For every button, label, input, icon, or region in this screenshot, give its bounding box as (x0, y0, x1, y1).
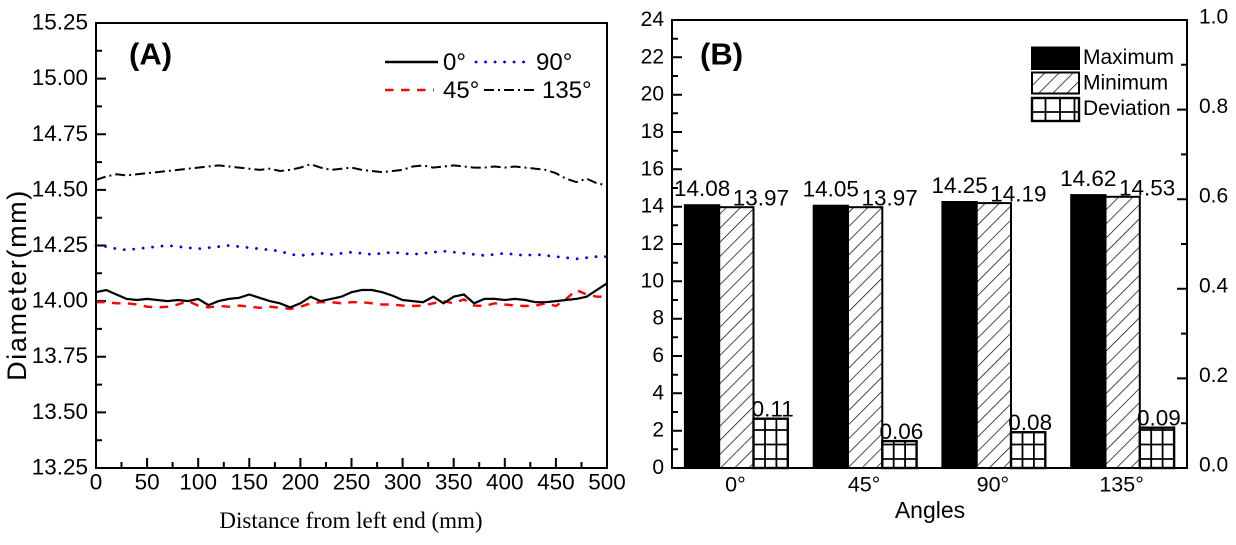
svg-text:6: 6 (652, 344, 664, 367)
svg-text:13.75: 13.75 (32, 343, 88, 368)
svg-text:14.25: 14.25 (32, 232, 88, 257)
svg-text:0°: 0° (443, 49, 466, 76)
svg-text:10: 10 (641, 269, 664, 292)
svg-text:8: 8 (652, 307, 664, 330)
svg-text:Distance from left end (mm): Distance from left end (mm) (219, 508, 482, 533)
svg-text:0.0: 0.0 (1199, 454, 1228, 477)
svg-text:250: 250 (333, 470, 371, 495)
svg-text:Minimum: Minimum (1083, 72, 1168, 95)
svg-text:14.53: 14.53 (1119, 175, 1175, 200)
svg-text:50: 50 (135, 470, 160, 495)
svg-text:350: 350 (435, 470, 473, 495)
svg-text:14.05: 14.05 (803, 177, 859, 202)
svg-text:(B): (B) (700, 37, 743, 72)
svg-text:300: 300 (384, 470, 422, 495)
svg-text:0.2: 0.2 (1199, 364, 1228, 387)
svg-text:Deviation: Deviation (1083, 97, 1171, 120)
svg-text:450: 450 (537, 470, 575, 495)
svg-text:0.11: 0.11 (752, 397, 794, 422)
svg-text:14.19: 14.19 (990, 182, 1046, 207)
svg-text:0.4: 0.4 (1199, 274, 1229, 297)
svg-text:0.08: 0.08 (1008, 410, 1052, 435)
svg-text:14.25: 14.25 (931, 173, 987, 198)
svg-text:90°: 90° (536, 49, 572, 76)
svg-text:14.50: 14.50 (32, 176, 88, 201)
svg-text:14.00: 14.00 (32, 288, 88, 313)
svg-text:100: 100 (179, 470, 217, 495)
svg-text:0: 0 (652, 456, 664, 479)
svg-text:0: 0 (90, 470, 103, 495)
svg-text:12: 12 (641, 232, 664, 255)
svg-text:15.25: 15.25 (32, 10, 88, 35)
svg-text:14.75: 14.75 (32, 121, 88, 146)
svg-text:0.06: 0.06 (880, 419, 924, 444)
svg-text:22: 22 (641, 45, 664, 68)
svg-text:16: 16 (641, 157, 664, 180)
svg-text:13.97: 13.97 (733, 186, 789, 211)
svg-text:Maximum: Maximum (1083, 46, 1174, 69)
svg-text:4: 4 (652, 381, 664, 404)
svg-text:0°: 0° (725, 473, 746, 497)
svg-text:13.97: 13.97 (861, 186, 917, 211)
svg-text:90°: 90° (977, 473, 1010, 497)
svg-text:14.62: 14.62 (1060, 166, 1116, 191)
svg-text:45°: 45° (443, 77, 479, 104)
svg-text:15.00: 15.00 (32, 65, 88, 90)
svg-text:2: 2 (652, 419, 664, 442)
svg-text:150: 150 (231, 470, 269, 495)
svg-text:18: 18 (641, 120, 664, 143)
svg-text:45°: 45° (848, 473, 881, 497)
svg-text:500: 500 (588, 470, 626, 495)
svg-text:135°: 135° (542, 77, 592, 104)
svg-text:14: 14 (641, 195, 665, 218)
svg-text:(A): (A) (129, 37, 172, 72)
svg-text:14.08: 14.08 (674, 176, 730, 201)
svg-text:1.0: 1.0 (1199, 6, 1228, 29)
svg-text:13.25: 13.25 (32, 455, 88, 480)
svg-text:0.8: 0.8 (1199, 95, 1228, 118)
svg-text:0.6: 0.6 (1199, 185, 1228, 208)
svg-text:13.50: 13.50 (32, 399, 88, 424)
svg-text:0.09: 0.09 (1137, 406, 1181, 431)
svg-text:135°: 135° (1099, 473, 1143, 497)
svg-text:Angles: Angles (895, 497, 965, 523)
svg-text:20: 20 (641, 83, 664, 106)
svg-text:200: 200 (282, 470, 320, 495)
svg-text:400: 400 (486, 470, 524, 495)
svg-text:Diameter(mm): Diameter(mm) (2, 189, 32, 381)
svg-text:24: 24 (641, 8, 665, 31)
